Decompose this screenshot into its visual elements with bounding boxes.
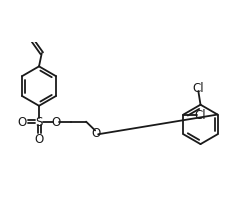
Text: O: O [51,116,61,129]
Text: O: O [17,116,27,129]
Text: Cl: Cl [193,81,204,94]
Text: S: S [35,116,43,129]
Text: O: O [34,132,44,145]
Text: O: O [92,126,101,139]
Text: Cl: Cl [195,109,207,122]
